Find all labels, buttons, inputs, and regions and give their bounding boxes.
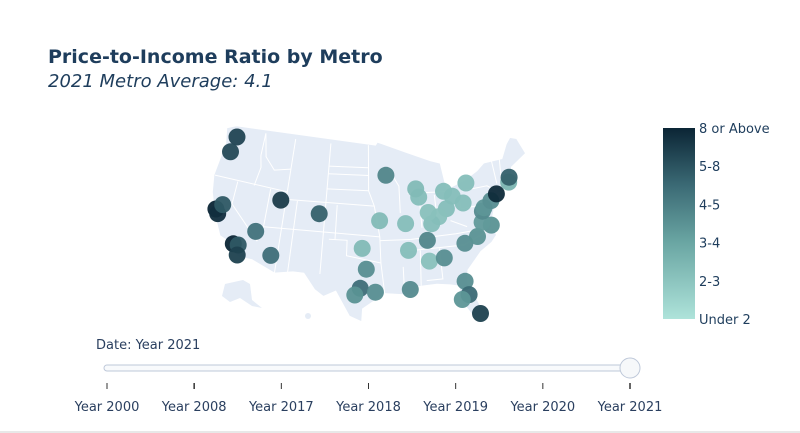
state-border bbox=[328, 238, 382, 264]
state-border bbox=[328, 165, 369, 169]
metro-marker[interactable] bbox=[310, 205, 328, 223]
metro-marker[interactable] bbox=[469, 228, 486, 245]
metro-marker[interactable] bbox=[500, 168, 518, 186]
metro-marker[interactable] bbox=[407, 180, 425, 198]
colorbar-label: 8 or Above bbox=[699, 122, 770, 137]
metro-marker[interactable] bbox=[453, 291, 471, 308]
colorbar-label: 4-5 bbox=[699, 198, 720, 213]
state-border bbox=[286, 201, 298, 276]
state-border bbox=[450, 220, 468, 228]
colorbar-label: 5-8 bbox=[699, 160, 720, 175]
metro-marker[interactable] bbox=[346, 286, 364, 304]
metro-marker[interactable] bbox=[262, 246, 280, 264]
slider-step-label[interactable]: Year 2018 bbox=[335, 400, 401, 415]
metro-marker[interactable] bbox=[435, 182, 452, 200]
metro-marker[interactable] bbox=[214, 196, 232, 214]
divider bbox=[0, 431, 800, 433]
metro-marker[interactable] bbox=[228, 246, 246, 264]
slider-step-label[interactable]: Year 2000 bbox=[74, 400, 140, 415]
metro-marker[interactable] bbox=[353, 239, 371, 257]
metro-marker[interactable] bbox=[272, 191, 290, 209]
land-layer bbox=[211, 125, 527, 323]
chart-subtitle: 2021 Metro Average: 4.1 bbox=[48, 71, 273, 92]
state-border bbox=[214, 174, 288, 193]
colorbar bbox=[663, 128, 695, 319]
metro-marker[interactable] bbox=[456, 234, 474, 252]
state-border bbox=[253, 133, 267, 186]
hawaii-inset bbox=[305, 313, 311, 319]
state-border bbox=[263, 226, 380, 238]
state-border bbox=[379, 239, 411, 242]
metro-marker[interactable] bbox=[400, 241, 417, 259]
state-border bbox=[328, 173, 369, 176]
metro-marker[interactable] bbox=[401, 281, 419, 298]
colorbar-label: 2-3 bbox=[699, 275, 720, 290]
slider-track[interactable] bbox=[103, 364, 633, 372]
slider-step-label[interactable]: Year 2019 bbox=[422, 400, 488, 415]
slider-step-label[interactable]: Year 2017 bbox=[248, 400, 314, 415]
slider-current-label: Date: Year 2021 bbox=[96, 338, 200, 353]
metro-marker[interactable] bbox=[222, 143, 239, 161]
metro-marker[interactable] bbox=[487, 185, 505, 203]
metro-marker[interactable] bbox=[457, 174, 475, 192]
slider-ticks: Year 2000 Year 2008 Year 2017 Year 2018 Year… bbox=[74, 383, 663, 415]
metro-marker[interactable] bbox=[418, 231, 436, 249]
colorbar-labels: Under 2 2-3 3-4 4-5 5-8 8 or Above bbox=[699, 122, 770, 328]
metro-marker[interactable] bbox=[420, 252, 438, 270]
state-border bbox=[491, 161, 498, 184]
metro-marker[interactable] bbox=[228, 128, 246, 146]
colorbar-label: Under 2 bbox=[699, 313, 751, 328]
metro-marker[interactable] bbox=[419, 204, 437, 221]
state-border bbox=[419, 250, 422, 286]
state-border bbox=[327, 188, 369, 192]
alaska-inset bbox=[222, 280, 262, 308]
metro-marker[interactable] bbox=[377, 166, 395, 184]
slider-step-label[interactable]: Year 2020 bbox=[509, 400, 575, 415]
metro-marker[interactable] bbox=[366, 283, 384, 301]
metro-marker[interactable] bbox=[456, 272, 474, 290]
slider-handle[interactable] bbox=[619, 357, 641, 379]
state-border bbox=[265, 133, 291, 171]
colorbar-label: 3-4 bbox=[699, 237, 720, 252]
state-border bbox=[402, 266, 405, 287]
metro-marker[interactable] bbox=[472, 305, 489, 322]
metro-marker[interactable] bbox=[357, 260, 375, 278]
metro-marker[interactable] bbox=[397, 215, 415, 233]
chart-title: Price-to-Income Ratio by Metro bbox=[48, 46, 383, 68]
slider-step-label[interactable]: Year 2021 bbox=[597, 400, 663, 415]
slider-step-label[interactable]: Year 2008 bbox=[161, 400, 227, 415]
state-border bbox=[286, 198, 375, 207]
metro-marker[interactable] bbox=[435, 249, 453, 267]
state-border bbox=[334, 205, 338, 240]
metro-markers[interactable] bbox=[207, 128, 518, 323]
metro-marker[interactable] bbox=[247, 222, 265, 240]
metro-marker[interactable] bbox=[371, 212, 389, 230]
